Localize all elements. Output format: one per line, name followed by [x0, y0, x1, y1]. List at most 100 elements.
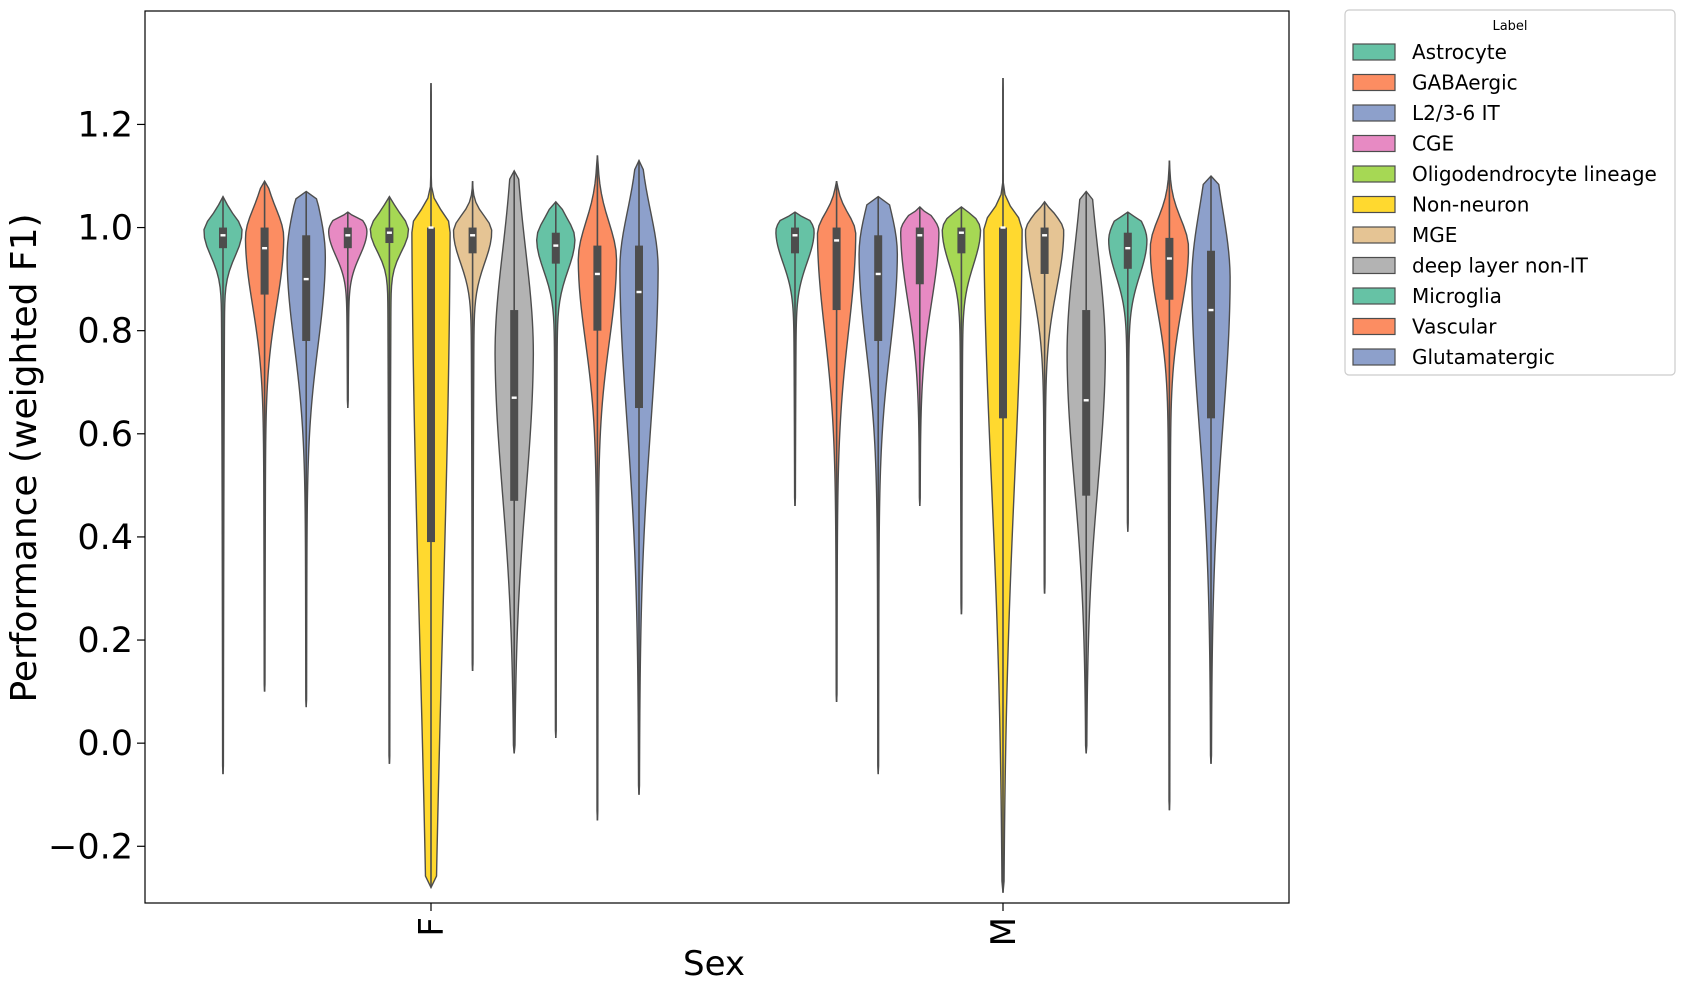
- violin-iqr-box: [551, 232, 560, 264]
- violin: [619, 158, 659, 795]
- violin-iqr-box: [219, 227, 227, 249]
- legend-label: Glutamatergic: [1412, 345, 1555, 369]
- violin: [816, 181, 857, 702]
- violin-iqr-box: [427, 227, 435, 543]
- violin: [535, 200, 576, 739]
- violin: [775, 211, 815, 507]
- legend-frame: [1344, 9, 1676, 376]
- violin: [1024, 200, 1065, 594]
- y-tick-label: 1.2: [77, 105, 133, 145]
- plot-area-frame: [144, 10, 1290, 904]
- legend-swatch: [1352, 287, 1396, 305]
- legend-swatch: [1352, 104, 1396, 122]
- violin-iqr-box: [343, 227, 352, 249]
- legend-item: Vascular: [1352, 315, 1497, 339]
- legend-item: MGE: [1352, 223, 1457, 247]
- violin: [858, 195, 899, 775]
- y-tick-label: 1.0: [77, 209, 133, 249]
- violin-median: [428, 226, 434, 229]
- legend-item: GABAergic: [1352, 71, 1518, 95]
- x-tick-label: M: [984, 917, 1024, 946]
- violin-iqr-box: [1207, 250, 1215, 419]
- legend-swatch: [1352, 165, 1396, 183]
- legend-swatch: [1352, 195, 1396, 214]
- legend-label: L2/3-6 IT: [1412, 101, 1501, 125]
- legend-label: Microglia: [1412, 284, 1502, 308]
- violin-iqr-box: [832, 227, 841, 311]
- legend-item: Astrocyte: [1352, 40, 1507, 64]
- violin-median: [303, 277, 309, 281]
- violin-median: [386, 231, 392, 234]
- legend-label: CGE: [1412, 132, 1454, 156]
- violin-iqr-box: [1165, 237, 1174, 300]
- violin: [1191, 174, 1231, 764]
- x-axis-label: Sex: [683, 944, 745, 984]
- legend-label: GABAergic: [1412, 71, 1518, 95]
- legend-item: Oligodendrocyte lineage: [1352, 162, 1657, 186]
- violin-median: [1208, 308, 1214, 312]
- violin-iqr-box: [510, 310, 519, 501]
- violin-iqr-box: [1082, 310, 1091, 496]
- violin-iqr-box: [593, 245, 602, 331]
- violin: [203, 195, 243, 775]
- violin: [577, 155, 618, 821]
- violin-iqr-box: [999, 227, 1007, 419]
- legend-item: Microglia: [1352, 284, 1502, 308]
- violin: [286, 190, 327, 708]
- violin-median: [1083, 399, 1089, 402]
- violin: [411, 83, 451, 890]
- violin-median: [1042, 234, 1048, 237]
- legend-label: MGE: [1412, 223, 1457, 247]
- violin-median: [1125, 246, 1131, 250]
- violin-median: [636, 290, 642, 294]
- legend-label: Non-neuron: [1412, 193, 1529, 217]
- violin-median: [792, 234, 798, 237]
- violin: [983, 78, 1023, 893]
- x-tick-label: F: [412, 917, 452, 937]
- legend-swatch: [1352, 73, 1396, 92]
- y-tick-label: 0.4: [77, 518, 133, 558]
- violin-iqr-box: [302, 235, 311, 341]
- legend-item: Glutamatergic: [1352, 345, 1555, 369]
- violin-iqr-box: [1123, 232, 1132, 269]
- violin: [1066, 190, 1107, 754]
- y-axis-label: Performance (weighted F1): [4, 213, 45, 702]
- legend-item: CGE: [1352, 132, 1454, 156]
- violin-median: [220, 234, 226, 237]
- violin-iqr-box: [635, 245, 643, 409]
- violin-median: [594, 272, 600, 276]
- y-tick-label: 0.2: [77, 621, 133, 661]
- legend-swatch: [1352, 256, 1396, 275]
- violin: [327, 211, 368, 409]
- legend: Label Astrocyte GABAergic L2/3-6 IT CGE Olig…: [1344, 9, 1676, 376]
- violin-iqr-box: [957, 227, 966, 254]
- y-axis: −0.2 0.0 0.2 0.4 0.6 0.8 1.0 1.2: [48, 105, 145, 867]
- violin-iqr-box: [915, 227, 924, 285]
- y-tick-label: 0.0: [77, 724, 133, 764]
- legend-items: Astrocyte GABAergic L2/3-6 IT CGE Oligodendr…: [1352, 40, 1657, 369]
- legend-swatch: [1352, 134, 1396, 153]
- legend-item: deep layer non-IT: [1352, 254, 1589, 278]
- violin-median: [875, 272, 881, 276]
- violin-iqr-box: [385, 227, 394, 244]
- violin: [899, 205, 940, 507]
- legend-label: Oligodendrocyte lineage: [1412, 162, 1657, 186]
- violin: [494, 169, 535, 754]
- violin-median: [511, 396, 517, 399]
- legend-label: deep layer non-IT: [1412, 254, 1589, 278]
- legend-title: Label: [1492, 19, 1527, 34]
- legend-swatch: [1352, 348, 1396, 366]
- y-tick-label: 0.8: [77, 312, 133, 352]
- y-tick-label: −0.2: [48, 827, 133, 867]
- legend-label: Astrocyte: [1412, 40, 1507, 64]
- violin-median: [262, 246, 268, 250]
- violin-median: [1000, 226, 1006, 229]
- violin-iqr-box: [874, 235, 883, 341]
- legend-item: L2/3-6 IT: [1352, 101, 1501, 125]
- violin-median: [958, 231, 964, 234]
- violin-iqr-box: [468, 227, 477, 254]
- violin: [941, 206, 982, 615]
- legend-swatch: [1352, 43, 1396, 61]
- legend-label: Vascular: [1412, 315, 1497, 339]
